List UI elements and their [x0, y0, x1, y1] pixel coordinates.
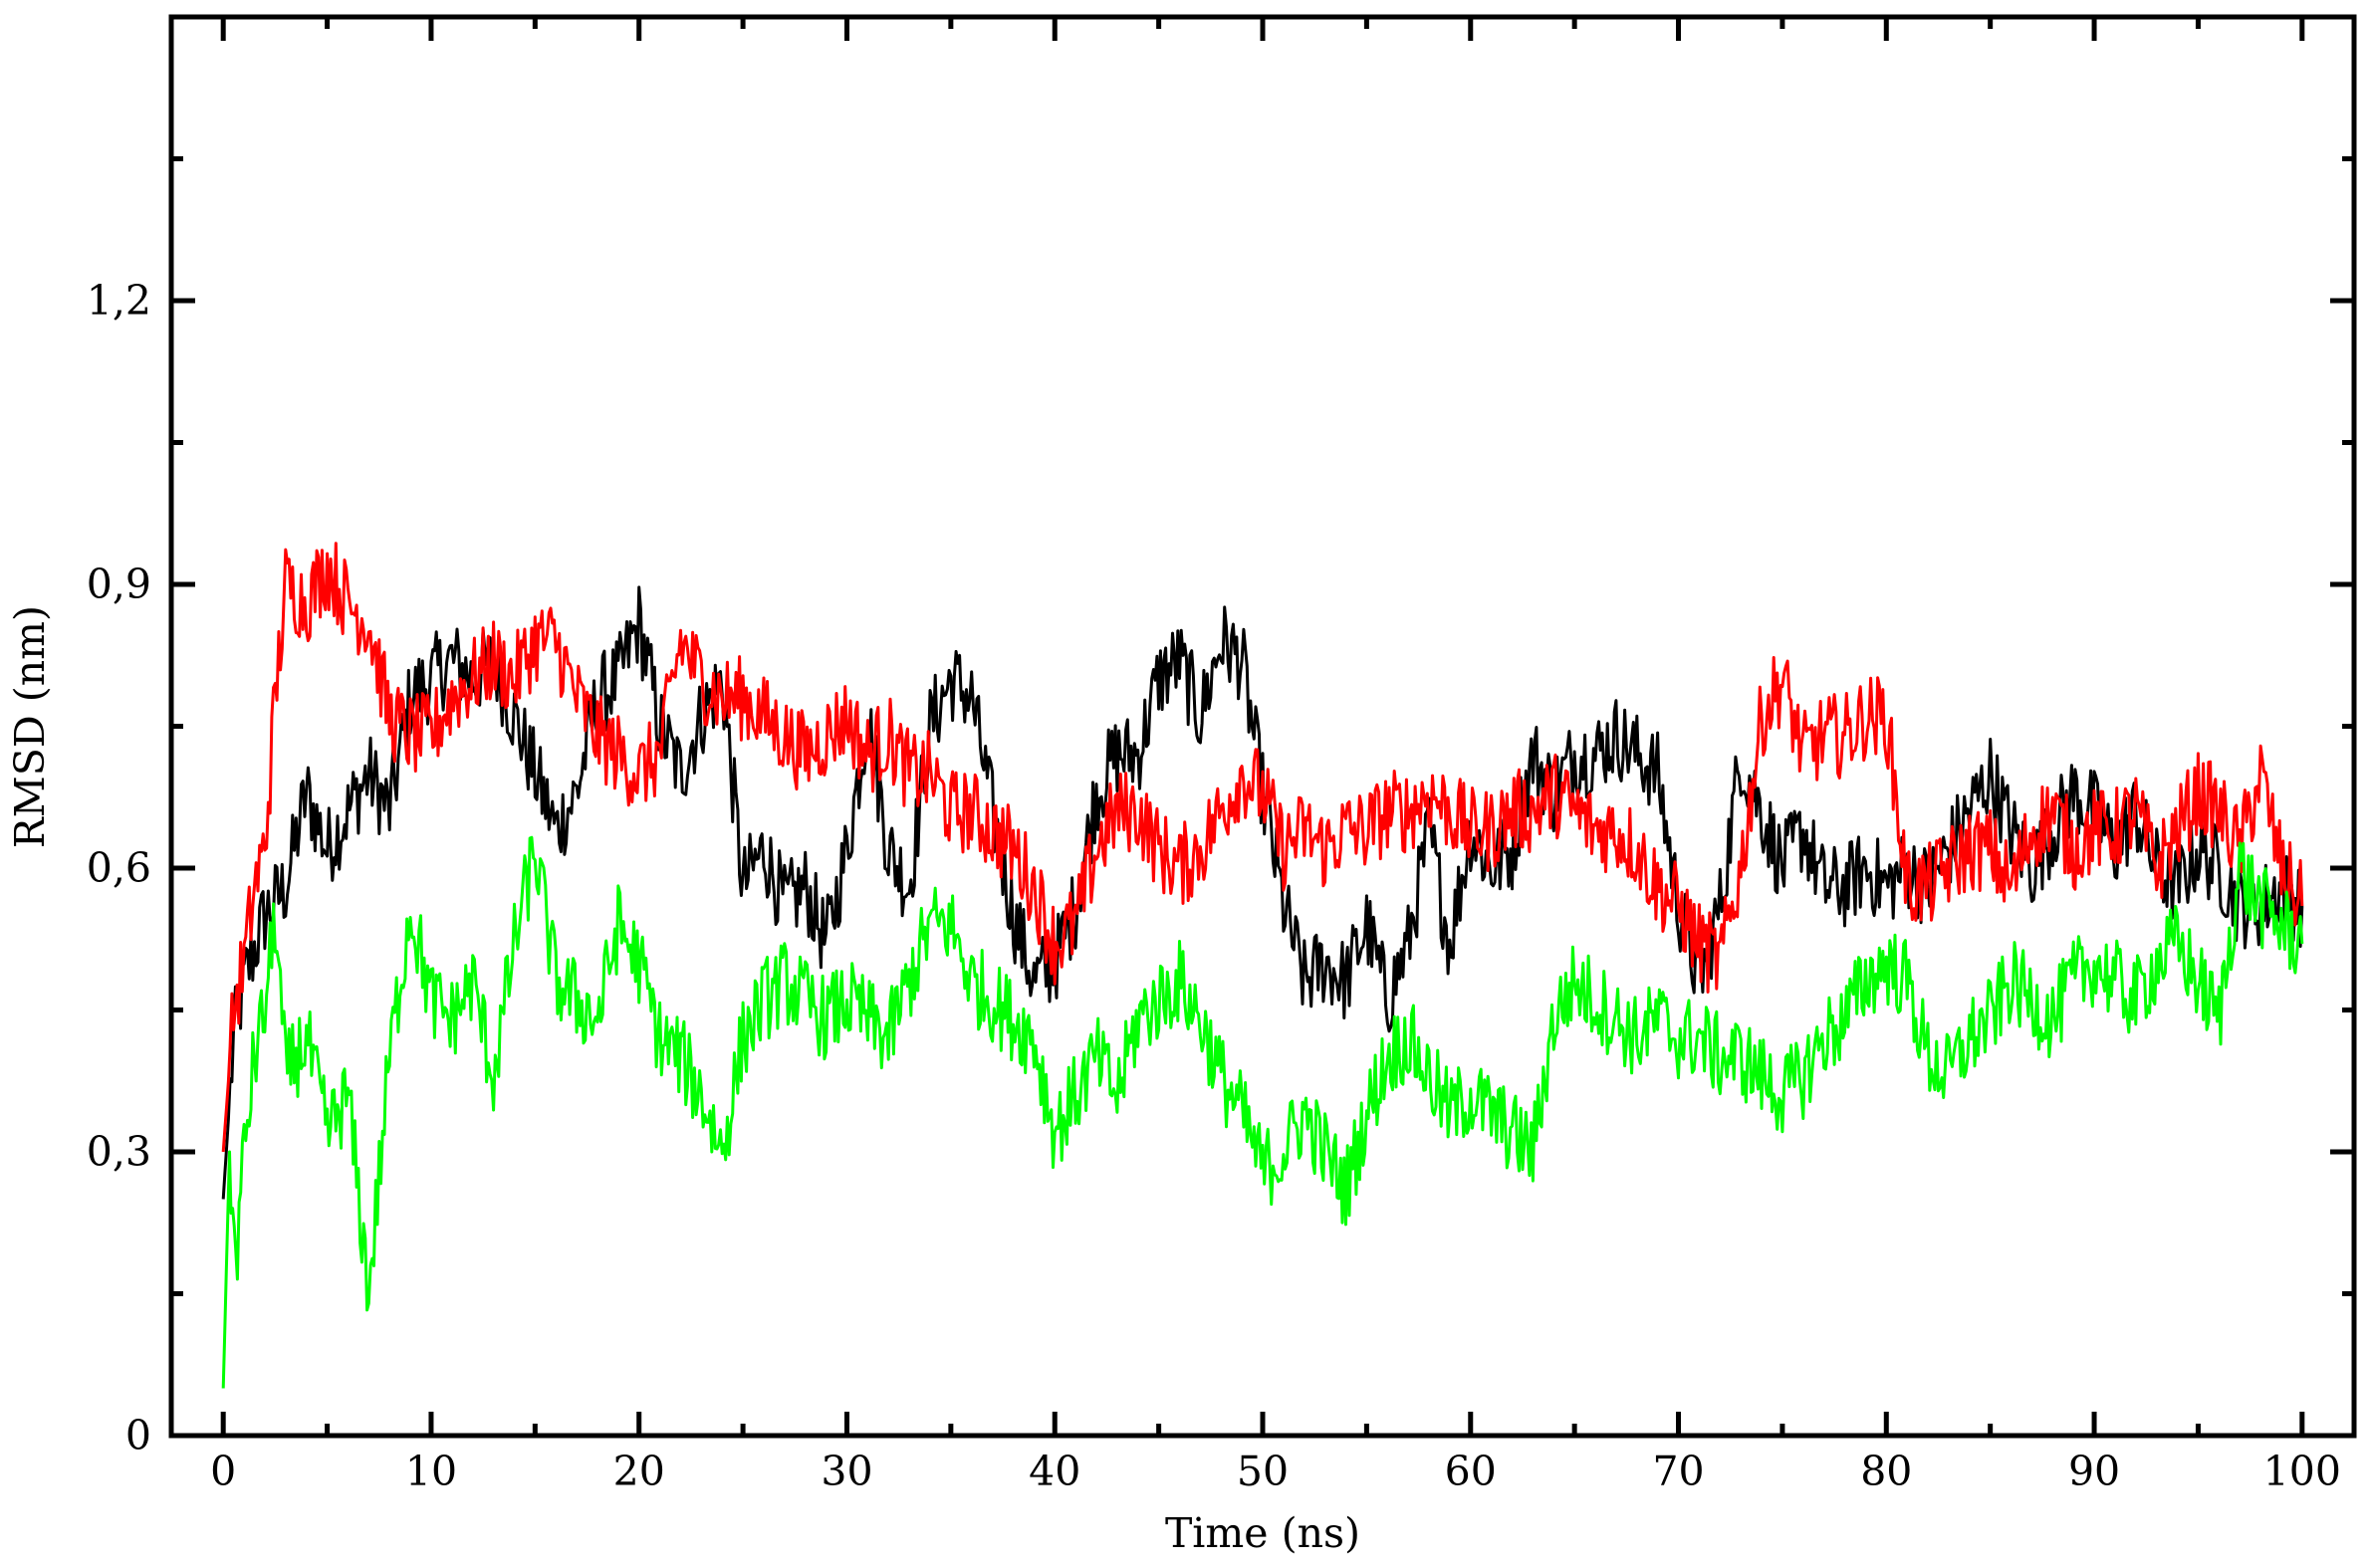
x-tick-label: 60 [1445, 1448, 1497, 1495]
y-tick-label: 1,2 [87, 277, 151, 325]
tick-labels: 0 10 20 30 40 50 60 70 80 90 100 0 0,3 0,6 0,9 1,2 [87, 277, 2341, 1495]
y-tick-label: 0,3 [87, 1128, 151, 1176]
x-tick-label: 0 [210, 1448, 236, 1495]
y-tick-label: 0,9 [87, 560, 151, 608]
x-tick-label: 10 [405, 1448, 457, 1495]
x-axis-title: Time (ns) [1165, 1509, 1360, 1557]
x-tick-label: 20 [613, 1448, 665, 1495]
axis-ticks [171, 17, 2354, 1439]
plot-series [221, 542, 2304, 1389]
y-axis-title: RMSD (nm) [6, 605, 54, 848]
x-tick-label: 70 [1652, 1448, 1704, 1495]
y-tick-label: 0,6 [87, 844, 151, 892]
plot-frame [168, 14, 2357, 1439]
x-tick-label: 100 [2263, 1448, 2341, 1495]
series-line-2 [221, 835, 2304, 1389]
x-tick-label: 80 [1860, 1448, 1912, 1495]
x-tick-label: 40 [1029, 1448, 1080, 1495]
x-tick-label: 50 [1237, 1448, 1289, 1495]
y-tick-label: 0 [125, 1412, 151, 1459]
x-tick-label: 30 [821, 1448, 872, 1495]
x-tick-label: 90 [2068, 1448, 2120, 1495]
series-line-1 [221, 542, 2304, 1153]
series-line-0 [221, 585, 2304, 1200]
